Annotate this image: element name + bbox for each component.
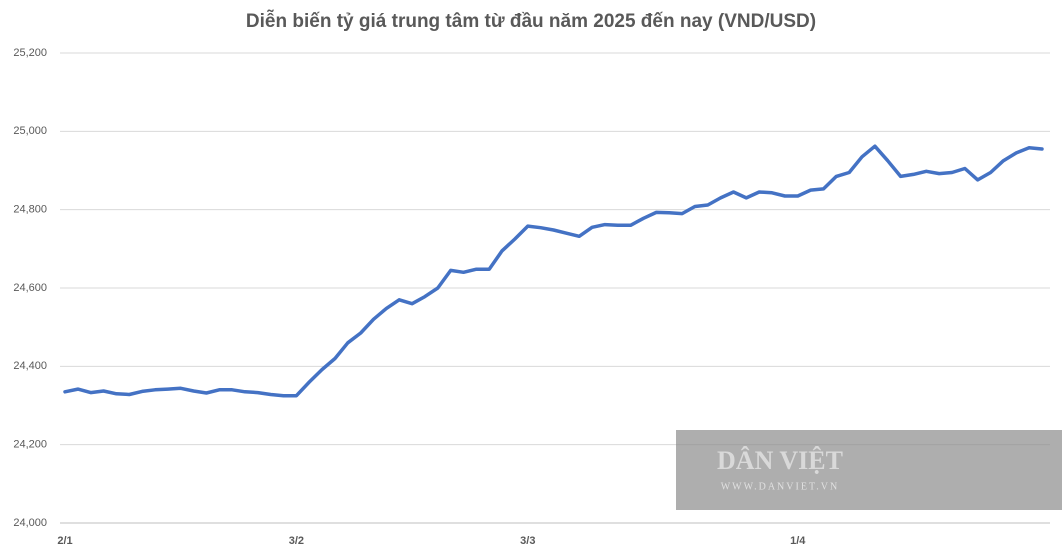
x-tick-label: 2/1	[57, 535, 72, 547]
watermark-brand: DÂN VIỆT	[717, 446, 843, 475]
y-tick-label: 24,600	[13, 282, 47, 294]
y-tick-label: 24,800	[13, 204, 47, 216]
watermark-box	[676, 430, 1062, 510]
x-tick-label: 1/4	[790, 535, 806, 547]
y-tick-label: 24,000	[13, 517, 47, 529]
x-tick-label: 3/3	[520, 535, 535, 547]
y-tick-label: 24,200	[13, 439, 47, 451]
chart-title: Diễn biến tỷ giá trung tâm từ đầu năm 20…	[246, 10, 816, 32]
y-tick-label: 25,200	[13, 47, 47, 59]
y-tick-label: 25,000	[13, 125, 47, 137]
line	[63, 144, 1044, 398]
watermark-url: WWW.DANVIET.VN	[721, 481, 840, 492]
x-tick-label: 3/2	[289, 535, 304, 547]
y-tick-label: 24,400	[13, 360, 47, 372]
